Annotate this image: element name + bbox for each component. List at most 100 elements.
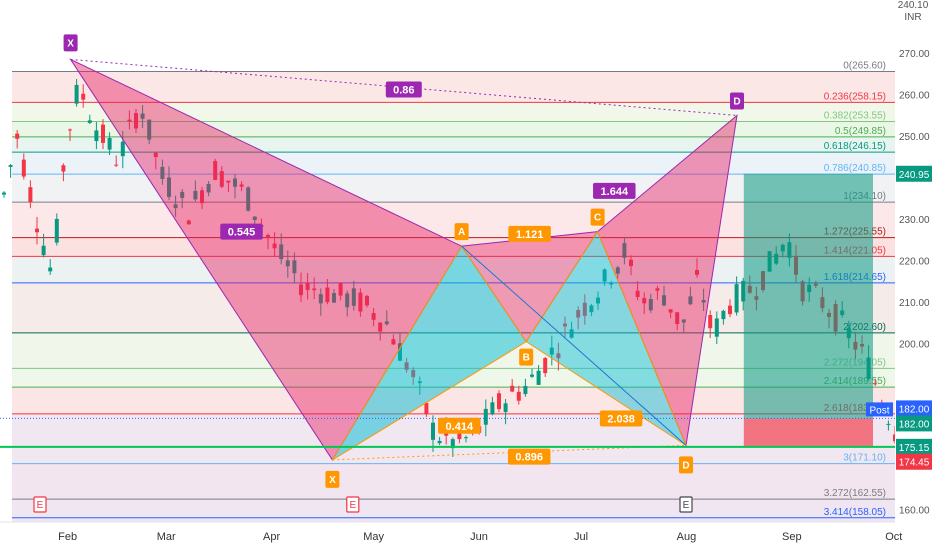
candle-body	[536, 370, 541, 385]
fib-level-label: 0.786(240.85)	[824, 163, 886, 174]
candle-body	[648, 298, 653, 311]
candle-body	[675, 312, 680, 325]
x-tick-label: Oct	[885, 531, 902, 543]
fib-level-label: 3(171.10)	[843, 453, 886, 464]
fib-zone	[12, 102, 895, 122]
x-tick-label: Aug	[677, 531, 697, 543]
candle-body	[371, 313, 376, 320]
earnings-marker-bg	[346, 496, 360, 513]
candle-body	[464, 437, 468, 439]
shark-ratio-abc: 1.121	[516, 229, 544, 241]
earnings-marker[interactable]: E	[33, 496, 47, 513]
candle-body	[81, 93, 86, 100]
earnings-marker-label: E	[683, 500, 690, 511]
earnings-marker[interactable]: E	[346, 496, 360, 513]
candle-body	[292, 260, 297, 274]
earnings-marker-label: E	[37, 500, 44, 511]
y-tick-label: 270.00	[899, 49, 930, 60]
candle-body	[589, 305, 594, 313]
shark-ratio-abc-bg	[508, 225, 551, 242]
y-tick-label: 210.00	[899, 298, 930, 309]
fib-zone	[12, 136, 895, 153]
candle-body	[41, 245, 46, 256]
shark-point-d-bg	[679, 456, 693, 474]
price-tag-bg	[896, 453, 932, 470]
shark-ratio-xab-bg	[438, 417, 481, 434]
price-tag-bg	[896, 165, 932, 182]
fib-level-label: 3.414(158.05)	[824, 507, 886, 518]
candle-body	[325, 287, 330, 303]
shark-ad-line	[461, 245, 687, 446]
candle-body	[873, 383, 878, 385]
y-tick-label: 220.00	[899, 257, 930, 268]
candle-body	[681, 319, 686, 323]
candle-body	[61, 165, 66, 172]
candle-body	[728, 305, 732, 315]
bat-point-x-bg	[63, 34, 78, 52]
candle-body	[431, 422, 435, 440]
candle-body	[503, 403, 508, 413]
candle-body	[734, 284, 739, 313]
candle-body	[279, 244, 284, 260]
candle-body	[549, 347, 554, 355]
bat-point-d-bg	[730, 92, 744, 110]
bat-point-d: D	[733, 96, 740, 107]
candle-body	[272, 243, 277, 249]
candle-body	[556, 353, 561, 359]
bat-ratio-bcd: 1.644	[601, 186, 629, 198]
bat-point-x: X	[67, 38, 74, 49]
candle-body	[510, 385, 515, 392]
candle-body	[351, 288, 356, 306]
candle-body	[629, 259, 633, 267]
fib-zone	[12, 121, 895, 137]
shark-point-b-bg	[519, 348, 534, 366]
fib-zone	[12, 71, 895, 103]
shark-point-c: C	[594, 213, 601, 224]
candle-body	[252, 216, 257, 221]
bat-xd-line	[70, 58, 738, 116]
candle-body	[167, 177, 171, 197]
fib-zone	[12, 152, 895, 175]
position-target-zone	[743, 173, 873, 419]
earnings-marker[interactable]: E	[679, 496, 693, 513]
x-tick-label: Sep	[782, 531, 802, 543]
x-tick-label: May	[363, 531, 384, 543]
shark-point-a: A	[458, 227, 465, 238]
y-tick-label: 160.00	[899, 506, 930, 517]
candle-body	[94, 130, 99, 142]
candle-body	[305, 282, 310, 290]
fib-zone	[12, 463, 895, 500]
shark-ratio-xad-bg	[507, 448, 551, 465]
candle-body	[457, 428, 462, 440]
time-axis-bg	[0, 522, 895, 550]
shark-point-b: B	[523, 353, 530, 364]
time-axis: Feb Mar Apr May Jun Jul Aug Sep Oct E E E	[0, 496, 902, 550]
candle-body	[219, 171, 224, 187]
candle-body	[318, 294, 323, 304]
fib-zone	[12, 517, 895, 522]
candles	[2, 79, 897, 457]
candle-body	[437, 440, 442, 444]
candle-body	[424, 402, 429, 415]
candle-body	[233, 178, 237, 187]
pattern-labels: 0.545 1.644 0.86 0.414 1.121 2.038 0.896 X D X A B C…	[63, 34, 744, 488]
price-tag-bg	[896, 438, 932, 455]
y-tick-label: 200.00	[899, 340, 930, 351]
candle-body	[140, 113, 145, 119]
candle-body	[153, 152, 158, 158]
shark-point-x-bg	[325, 470, 340, 488]
shark-ratio-bcd-bg	[599, 410, 643, 427]
candle-body	[345, 293, 350, 308]
shark-point-a-bg	[454, 223, 469, 241]
candle-body	[332, 293, 336, 303]
earnings-marker-label: E	[349, 500, 356, 511]
bat-ratio-xab: 0.545	[228, 227, 256, 239]
bat-ratio-xab-bg	[220, 223, 263, 240]
earnings-marker-bg	[679, 496, 693, 513]
candle-body	[596, 297, 600, 304]
candle-body	[15, 133, 20, 139]
fib-level-label: 0.5(249.85)	[835, 126, 886, 137]
shark-point-x: X	[329, 475, 336, 486]
candle-body	[246, 187, 251, 211]
